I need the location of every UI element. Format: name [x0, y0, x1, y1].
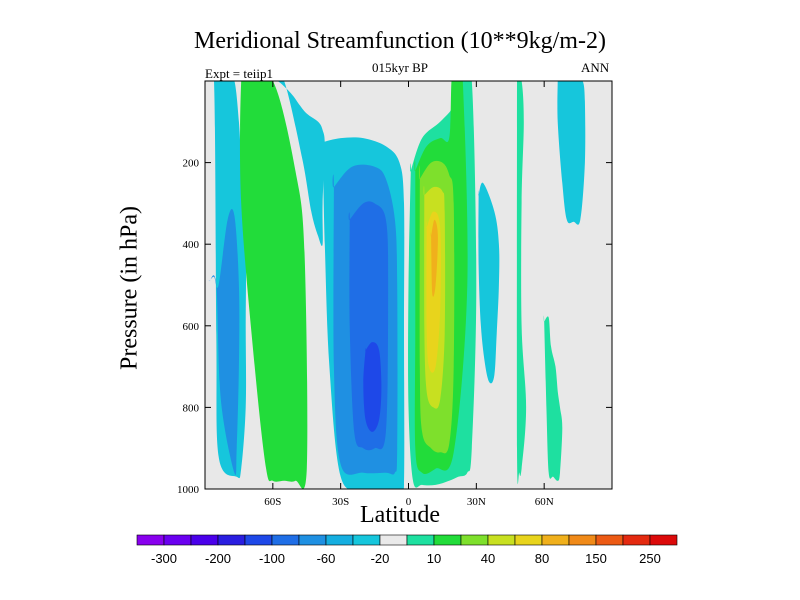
- colorbar-label-1: -200: [205, 551, 231, 566]
- colorbar-swatch-5: [271, 534, 300, 546]
- y-tick-label-2: 600: [183, 321, 200, 333]
- contour-region-13: [430, 219, 438, 297]
- x-tick-label-4: 60N: [535, 496, 554, 508]
- colorbar-label-2: -100: [259, 551, 285, 566]
- colorbar-swatch-11: [433, 534, 462, 546]
- colorbar-label-9: 250: [639, 551, 661, 566]
- y-tick-label-4: 1000: [177, 484, 200, 496]
- colorbar-swatch-9: [379, 534, 408, 546]
- colorbar-swatch-4: [244, 534, 273, 546]
- colorbar-swatch-14: [514, 534, 543, 546]
- x-tick-label-1: 30S: [332, 496, 349, 508]
- contour-region-7: [363, 342, 382, 432]
- colorbar-swatch-15: [541, 534, 570, 546]
- y-tick-label-0: 200: [183, 158, 200, 170]
- axis-layer: 200 400 600 800 1000 60S 30S 0 30N 60N: [177, 81, 612, 508]
- colorbar-label-3: -60: [317, 551, 336, 566]
- colorbar-label-6: 40: [481, 551, 495, 566]
- x-tick-label-2: 0: [406, 496, 412, 508]
- contour-layer: [206, 81, 586, 489]
- colorbar-swatch-1: [163, 534, 192, 546]
- colorbar-swatch-0: [136, 534, 165, 546]
- chart-subtitle: 015kyr BP: [372, 60, 428, 75]
- colorbar-label-0: -300: [151, 551, 177, 566]
- colorbar-swatch-3: [217, 534, 246, 546]
- colorbar-swatch-19: [649, 534, 678, 546]
- contour-region-2: [239, 81, 308, 489]
- colorbar-swatch-18: [622, 534, 651, 546]
- colorbar-label-8: 150: [585, 551, 607, 566]
- colorbar-swatch-2: [190, 534, 219, 546]
- contour-region-17: [557, 81, 586, 225]
- colorbar-swatch-10: [406, 534, 435, 546]
- season-label: ANN: [581, 60, 610, 75]
- colorbar: -300 -200 -100 -60 -20 10 40 80 150 250: [136, 534, 678, 566]
- x-tick-label-0: 60S: [264, 496, 281, 508]
- contour-region-14: [478, 182, 500, 384]
- contour-region-15: [516, 81, 527, 485]
- colorbar-swatch-16: [568, 534, 597, 546]
- y-tick-label-1: 400: [183, 239, 200, 251]
- y-tick-label-3: 800: [183, 402, 200, 414]
- x-axis-label: Latitude: [360, 502, 440, 528]
- colorbar-swatch-17: [595, 534, 624, 546]
- colorbar-label-5: 10: [427, 551, 441, 566]
- contour-region-1: [208, 209, 240, 475]
- colorbar-swatch-7: [325, 534, 354, 546]
- contour-region-3: [257, 81, 325, 246]
- colorbar-swatch-6: [298, 534, 327, 546]
- colorbar-label-7: 80: [535, 551, 549, 566]
- colorbar-swatch-12: [460, 534, 489, 546]
- chart-title: Meridional Streamfunction (10**9kg/m-2): [194, 28, 606, 54]
- experiment-label: Expt = teiip1: [205, 66, 273, 81]
- x-tick-label-3: 30N: [467, 496, 486, 508]
- contour-region-16: [543, 315, 563, 481]
- colorbar-swatch-13: [487, 534, 516, 546]
- colorbar-swatch-8: [352, 534, 381, 546]
- colorbar-label-4: -20: [371, 551, 390, 566]
